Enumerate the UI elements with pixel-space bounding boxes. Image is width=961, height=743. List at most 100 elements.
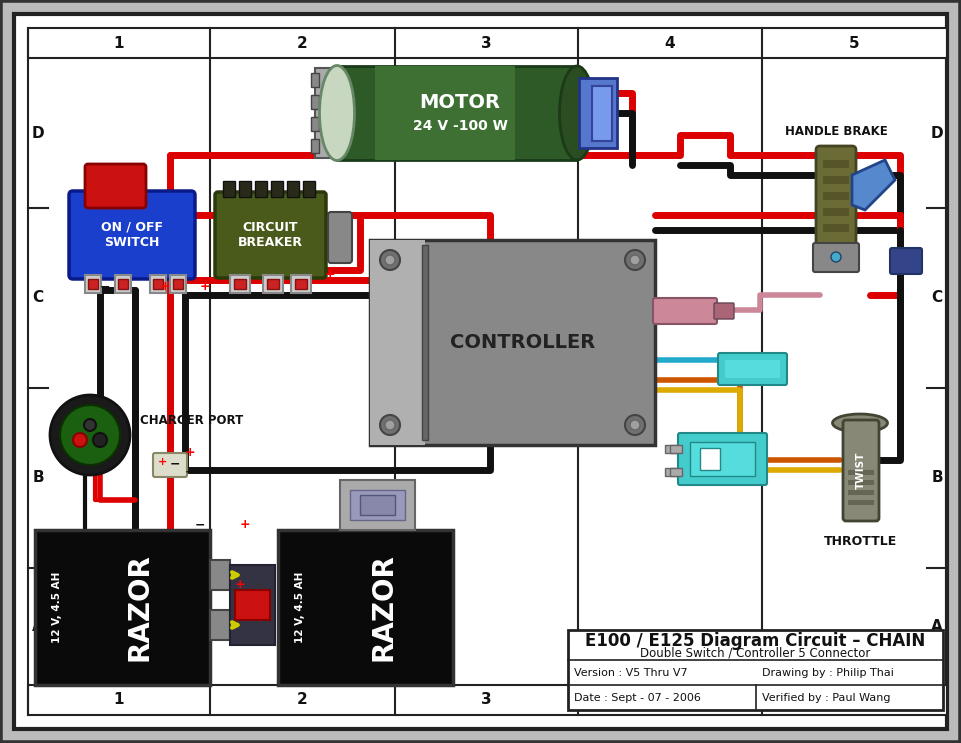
Bar: [311, 95, 319, 109]
Bar: [337, 66, 577, 160]
Text: 24 V -100 W: 24 V -100 W: [412, 119, 507, 133]
FancyBboxPatch shape: [653, 298, 717, 324]
FancyBboxPatch shape: [328, 212, 352, 263]
Bar: [210, 610, 230, 640]
Bar: [725, 360, 780, 378]
Text: CIRCUIT
BREAKER: CIRCUIT BREAKER: [238, 221, 303, 249]
Circle shape: [625, 415, 645, 435]
Bar: [700, 448, 720, 470]
Bar: [88, 279, 98, 289]
FancyBboxPatch shape: [816, 146, 856, 254]
Text: A: A: [931, 619, 943, 634]
Bar: [848, 470, 874, 475]
Bar: [848, 480, 874, 485]
Text: 2: 2: [297, 692, 308, 707]
Bar: [48, 58, 927, 685]
Bar: [303, 181, 315, 197]
Bar: [670, 468, 682, 476]
Text: B: B: [931, 470, 943, 485]
Bar: [271, 181, 283, 197]
Text: TWIST: TWIST: [856, 451, 866, 489]
Text: 2: 2: [297, 36, 308, 51]
Circle shape: [385, 420, 395, 430]
Bar: [235, 590, 270, 620]
FancyBboxPatch shape: [678, 433, 767, 485]
Circle shape: [630, 255, 640, 265]
Text: Verified by : Paul Wang: Verified by : Paul Wang: [761, 693, 890, 703]
Bar: [823, 192, 849, 200]
Bar: [670, 445, 682, 453]
Text: +: +: [158, 457, 167, 467]
Bar: [295, 279, 307, 289]
Bar: [28, 685, 947, 715]
Text: Double Switch / Controller 5 Connector: Double Switch / Controller 5 Connector: [640, 646, 871, 660]
Bar: [267, 279, 279, 289]
FancyBboxPatch shape: [85, 164, 146, 208]
Polygon shape: [852, 160, 895, 210]
Text: CONTROLLER: CONTROLLER: [450, 333, 595, 352]
Text: RAZOR: RAZOR: [369, 554, 397, 661]
Text: +: +: [200, 281, 210, 293]
Bar: [118, 279, 128, 289]
Text: +: +: [325, 268, 335, 282]
Bar: [287, 181, 299, 197]
Text: 4: 4: [665, 36, 676, 51]
Bar: [239, 181, 251, 197]
FancyBboxPatch shape: [153, 453, 187, 477]
Bar: [370, 240, 425, 445]
Text: 12 V, 4.5 AH: 12 V, 4.5 AH: [295, 572, 305, 643]
Bar: [375, 66, 515, 160]
Text: MOTOR: MOTOR: [420, 94, 501, 112]
Text: 1: 1: [113, 692, 124, 707]
Bar: [85, 275, 101, 293]
Text: +: +: [160, 281, 170, 293]
Bar: [255, 181, 267, 197]
Bar: [360, 495, 395, 515]
Circle shape: [73, 433, 87, 447]
Text: −: −: [195, 519, 206, 531]
Circle shape: [380, 415, 400, 435]
Text: HANDLE BRAKE: HANDLE BRAKE: [784, 125, 887, 138]
Circle shape: [93, 433, 107, 447]
Circle shape: [50, 395, 130, 475]
FancyBboxPatch shape: [215, 192, 326, 278]
Text: D: D: [32, 126, 44, 140]
Bar: [230, 275, 250, 293]
Text: CHARGER PORT: CHARGER PORT: [140, 414, 243, 426]
FancyBboxPatch shape: [813, 243, 859, 272]
Bar: [690, 442, 755, 476]
Text: Version : V5 Thru V7: Version : V5 Thru V7: [574, 668, 688, 678]
Text: +: +: [234, 579, 245, 591]
Text: 5: 5: [850, 692, 860, 707]
Bar: [210, 560, 230, 590]
Text: E100 / E125 Diagram Circuit – CHAIN: E100 / E125 Diagram Circuit – CHAIN: [585, 632, 925, 650]
Bar: [422, 245, 428, 440]
Bar: [28, 28, 947, 58]
Text: THROTTLE: THROTTLE: [825, 535, 898, 548]
Text: −: −: [255, 579, 265, 591]
Text: C: C: [33, 291, 43, 305]
Circle shape: [385, 255, 395, 265]
FancyBboxPatch shape: [718, 353, 787, 385]
Text: B: B: [32, 470, 44, 485]
Bar: [848, 500, 874, 505]
Text: ON / OFF
SWITCH: ON / OFF SWITCH: [101, 221, 163, 249]
Bar: [291, 275, 311, 293]
Bar: [170, 275, 186, 293]
Text: 3: 3: [481, 692, 492, 707]
Bar: [311, 139, 319, 153]
Bar: [311, 117, 319, 131]
Text: +: +: [239, 519, 250, 531]
Text: 4: 4: [665, 692, 676, 707]
Text: Drawing by : Philip Thai: Drawing by : Philip Thai: [761, 668, 894, 678]
FancyBboxPatch shape: [69, 191, 195, 279]
Ellipse shape: [559, 66, 595, 160]
Bar: [568, 630, 943, 710]
Text: −: −: [170, 457, 181, 470]
Text: −: −: [185, 466, 195, 478]
Bar: [370, 240, 655, 445]
Text: +: +: [185, 446, 195, 458]
Bar: [848, 490, 874, 495]
Bar: [153, 279, 163, 289]
Circle shape: [630, 420, 640, 430]
